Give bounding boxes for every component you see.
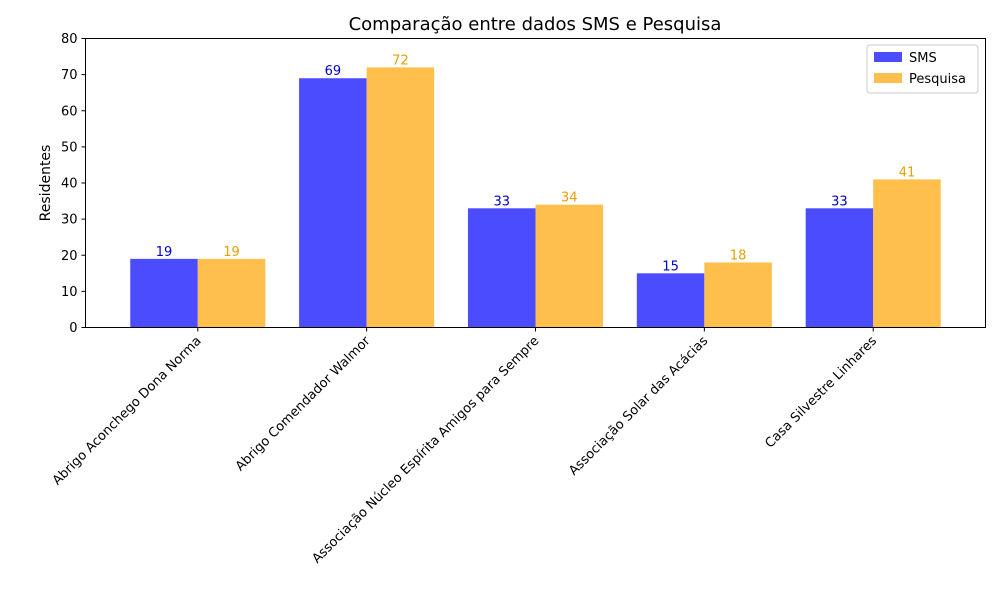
legend-swatch-sms — [874, 52, 902, 62]
y-axis-label: Residentes — [38, 145, 54, 222]
x-tick-label: Associação Solar das Acácias — [566, 334, 711, 479]
y-tick-label: 10 — [61, 285, 78, 300]
legend-swatch-pesquisa — [874, 73, 902, 83]
bar-sms-0 — [130, 258, 198, 328]
bar-pesquisa-2 — [535, 204, 604, 328]
bar-value-label: 69 — [325, 64, 342, 79]
legend-label-pesquisa: Pesquisa — [909, 72, 966, 87]
y-tick-label: 50 — [61, 140, 78, 155]
legend: SMS Pesquisa — [866, 44, 979, 94]
bars: 19 19 69 72 33 34 15 18 33 41 — [130, 53, 941, 328]
bar-value-label: 33 — [493, 194, 510, 209]
bar-value-label: 34 — [561, 191, 578, 206]
chart-title: Comparação entre dados SMS e Pesquisa — [349, 14, 722, 35]
bar-sms-1 — [299, 78, 367, 328]
x-axis: Abrigo Aconchego Dona Norma Abrigo Comend… — [50, 327, 880, 567]
bar-pesquisa-1 — [366, 67, 435, 328]
bar-value-label: 19 — [156, 245, 173, 260]
x-tick-label: Abrigo Comendador Walmor — [233, 333, 374, 474]
bar-sms-2 — [467, 208, 536, 328]
y-tick-label: 70 — [61, 68, 78, 83]
bar-value-label: 72 — [392, 53, 409, 68]
bar-pesquisa-0 — [197, 258, 266, 328]
y-tick-label: 30 — [61, 213, 78, 228]
bar-value-label: 15 — [662, 259, 679, 274]
bar-value-label: 19 — [223, 245, 240, 260]
bar-value-label: 18 — [730, 248, 747, 263]
bar-pesquisa-4 — [873, 179, 941, 328]
x-tick-label: Abrigo Aconchego Dona Norma — [50, 334, 205, 489]
bar-sms-4 — [805, 208, 874, 328]
bar-value-label: 41 — [899, 165, 916, 180]
y-tick-label: 80 — [61, 32, 78, 47]
bar-value-label: 33 — [831, 194, 848, 209]
x-tick-label: Casa Silvestre Linhares — [762, 334, 880, 452]
bar-pesquisa-3 — [704, 262, 772, 328]
plot-frame — [85, 38, 986, 328]
bar-sms-3 — [636, 273, 705, 328]
legend-label-sms: SMS — [909, 51, 937, 66]
y-tick-label: 20 — [61, 249, 78, 264]
y-tick-label: 60 — [61, 104, 78, 119]
y-axis: 0 10 20 30 40 50 60 70 80 — [61, 32, 86, 336]
y-tick-label: 40 — [61, 177, 78, 192]
y-tick-label: 0 — [69, 321, 77, 336]
